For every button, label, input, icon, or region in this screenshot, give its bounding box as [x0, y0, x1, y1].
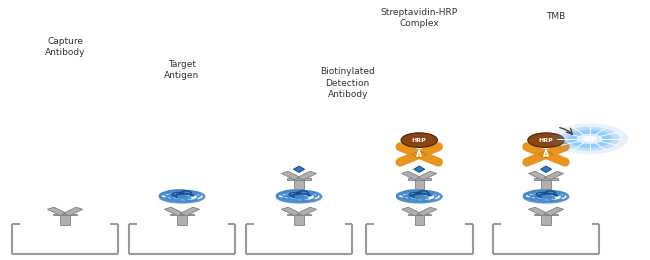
Polygon shape	[415, 179, 424, 189]
Polygon shape	[541, 214, 551, 225]
Polygon shape	[164, 207, 184, 216]
Polygon shape	[180, 207, 200, 216]
Circle shape	[582, 136, 597, 142]
Polygon shape	[411, 151, 427, 158]
Text: TMB: TMB	[546, 12, 566, 21]
Text: Target
Antigen: Target Antigen	[164, 60, 200, 80]
Polygon shape	[297, 171, 317, 180]
Circle shape	[401, 133, 437, 147]
Circle shape	[560, 127, 619, 151]
Polygon shape	[544, 171, 564, 180]
Polygon shape	[528, 171, 548, 180]
Polygon shape	[170, 213, 194, 216]
Text: HRP: HRP	[412, 138, 426, 143]
Circle shape	[577, 134, 603, 144]
Circle shape	[528, 133, 564, 147]
Text: A: A	[416, 150, 422, 159]
Polygon shape	[297, 207, 317, 216]
Polygon shape	[287, 178, 311, 180]
Polygon shape	[294, 166, 304, 172]
Polygon shape	[415, 214, 424, 225]
Polygon shape	[417, 171, 437, 180]
Polygon shape	[541, 179, 551, 189]
Polygon shape	[47, 207, 67, 216]
Polygon shape	[60, 214, 70, 225]
Polygon shape	[541, 166, 551, 172]
Polygon shape	[534, 213, 558, 216]
Text: Streptavidin-HRP
Complex: Streptavidin-HRP Complex	[381, 8, 458, 28]
Polygon shape	[544, 207, 564, 216]
Polygon shape	[534, 178, 558, 180]
Polygon shape	[177, 214, 187, 225]
Polygon shape	[281, 171, 301, 180]
Polygon shape	[414, 166, 424, 172]
Polygon shape	[538, 151, 554, 158]
Polygon shape	[402, 171, 421, 180]
Polygon shape	[408, 213, 431, 216]
Circle shape	[551, 124, 628, 154]
Circle shape	[566, 129, 613, 148]
Polygon shape	[53, 213, 77, 216]
Polygon shape	[63, 207, 83, 216]
Polygon shape	[294, 214, 304, 225]
Text: HRP: HRP	[539, 138, 553, 143]
Text: A: A	[543, 150, 549, 159]
Polygon shape	[408, 178, 431, 180]
Polygon shape	[528, 207, 548, 216]
Text: Biotinylated
Detection
Antibody: Biotinylated Detection Antibody	[320, 67, 375, 99]
Polygon shape	[287, 213, 311, 216]
Circle shape	[568, 130, 611, 147]
Polygon shape	[294, 179, 304, 189]
Polygon shape	[417, 207, 437, 216]
Text: Capture
Antibody: Capture Antibody	[45, 37, 85, 57]
Polygon shape	[402, 207, 421, 216]
Polygon shape	[281, 207, 301, 216]
